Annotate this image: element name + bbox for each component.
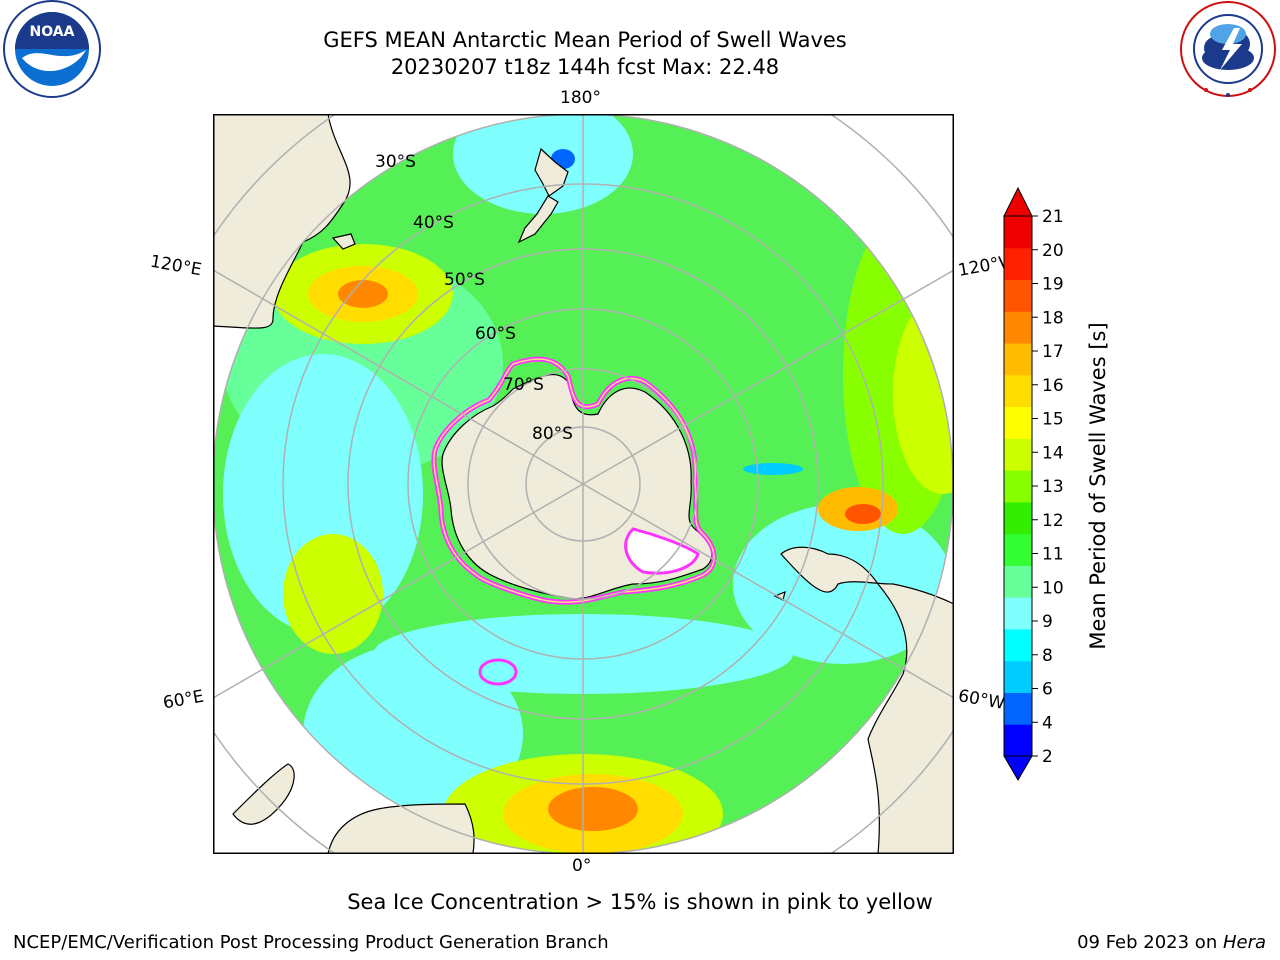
colorbar-tick-label: 12 <box>1042 511 1064 531</box>
colorbar-tick-label: 11 <box>1042 545 1064 565</box>
colorbar-tick-label: 14 <box>1042 443 1064 463</box>
lon-label-0: 0° <box>572 856 592 876</box>
colorbar-swatch <box>1004 279 1032 312</box>
colorbar-tick-label: 19 <box>1042 275 1064 295</box>
colorbar-swatch <box>1004 565 1032 598</box>
colorbar-tick-label: 13 <box>1042 477 1064 497</box>
colorbar-swatch <box>1004 597 1032 630</box>
lon-label-60e: 60°E <box>161 686 206 714</box>
footer-date: 09 Feb 2023 on Hera <box>1077 932 1266 953</box>
colorbar-tick-label: 10 <box>1042 578 1064 598</box>
colorbar-tick-label: 21 <box>1042 207 1064 227</box>
colorbar-tick-label: 17 <box>1042 342 1064 362</box>
colorbar-swatches <box>1003 186 1033 781</box>
colorbar-swatch <box>1004 692 1032 725</box>
colorbar-tick-label: 8 <box>1042 646 1053 666</box>
colorbar-swatch <box>1004 438 1032 471</box>
colorbar-extend-max <box>1003 186 1033 217</box>
colorbar-swatch <box>1004 216 1032 249</box>
lat-label-80s: 80°S <box>532 424 573 444</box>
colorbar-extend-min <box>1003 755 1033 781</box>
colorbar-ticks: 2 4 6 8 9 10 11 12 13 14 15 16 17 18 19 20 21 <box>1032 207 1064 767</box>
colorbar-tick-label: 15 <box>1042 410 1064 430</box>
lon-label-180: 180° <box>560 88 601 108</box>
lon-label-120e: 120°E <box>148 251 204 281</box>
chart-title: GEFS MEAN Antarctic Mean Period of Swell… <box>323 28 847 52</box>
colorbar-tick-label: 20 <box>1042 241 1064 261</box>
lat-label-70s: 70°S <box>503 375 544 395</box>
svg-text:NOAA: NOAA <box>30 24 75 40</box>
colorbar-swatch <box>1004 533 1032 566</box>
colorbar-tick-label: 2 <box>1042 747 1053 767</box>
lat-label-60s: 60°S <box>475 324 516 344</box>
colorbar-swatch <box>1004 628 1032 662</box>
antarctic-swell-period-map <box>213 114 954 854</box>
footer-branch-credit: NCEP/EMC/Verification Post Processing Pr… <box>13 932 609 953</box>
lat-label-40s: 40°S <box>413 213 454 233</box>
colorbar-swatch <box>1004 501 1032 535</box>
footer-machine-name: Hera <box>1222 932 1266 953</box>
colorbar-swatch <box>1004 311 1032 344</box>
colorbar-tick-label: 4 <box>1042 713 1053 733</box>
colorbar-swatch <box>1004 660 1032 693</box>
sea-ice-caption: Sea Ice Concentration > 15% is shown in … <box>347 890 933 914</box>
colorbar-swatch <box>1004 724 1032 757</box>
national-weather-service-logo <box>1180 1 1276 97</box>
lat-label-30s: 30°S <box>375 152 416 172</box>
colorbar-swatch <box>1004 343 1032 376</box>
colorbar-swatch <box>1004 374 1032 408</box>
colorbar-tick-label: 16 <box>1042 376 1064 396</box>
lat-label-50s: 50°S <box>444 270 485 290</box>
footer-date-text: 09 Feb 2023 on <box>1077 932 1223 953</box>
map-border <box>213 114 954 854</box>
colorbar-tick-label: 9 <box>1042 612 1053 632</box>
colorbar-swatch <box>1004 406 1032 439</box>
colorbar: 2 4 6 8 9 10 11 12 13 14 15 16 17 18 19 20 21 <box>1003 186 1064 781</box>
colorbar-swatch <box>1004 247 1032 281</box>
noaa-logo: NOAA <box>3 0 101 98</box>
colorbar-swatch <box>1004 470 1032 503</box>
sea-ice-edge <box>431 356 717 686</box>
chart-subtitle: 20230207 t18z 144h fcst Max: 22.48 <box>390 55 780 79</box>
colorbar-tick-label: 6 <box>1042 680 1053 700</box>
colorbar-title: Mean Period of Swell Waves [s] <box>1086 322 1110 650</box>
colorbar-tick-label: 18 <box>1042 308 1064 328</box>
